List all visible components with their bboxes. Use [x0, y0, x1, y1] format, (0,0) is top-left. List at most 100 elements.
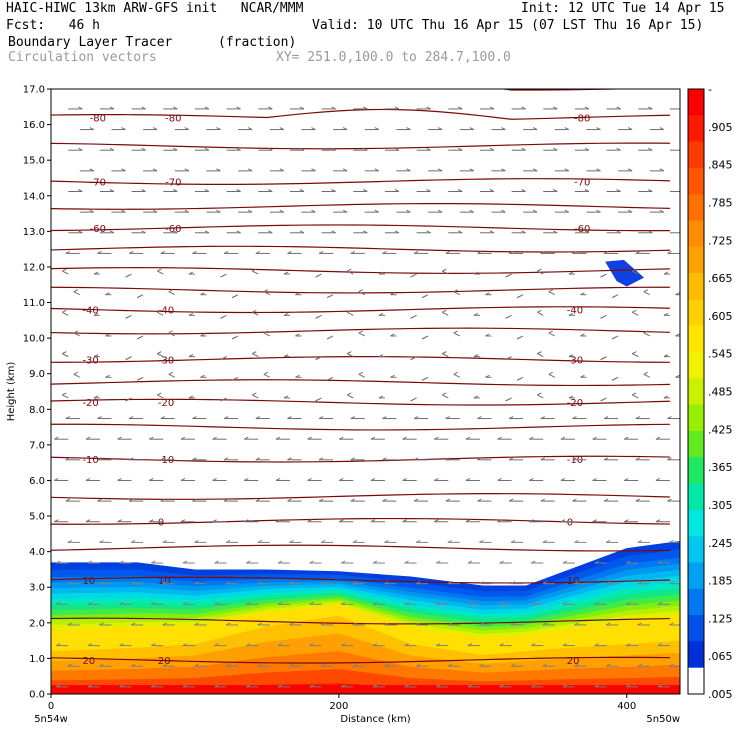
vector-arrowhead [347, 351, 352, 355]
vector-arrowhead [128, 250, 134, 254]
vector-arrowhead [580, 333, 585, 337]
vector-arrowhead [160, 250, 166, 254]
colorbar-swatch-6 [688, 246, 704, 274]
vector-arrowhead [56, 560, 61, 564]
vector-arrowhead [105, 292, 110, 296]
vector-arrowhead [497, 478, 502, 481]
vector-arrowhead [130, 622, 136, 626]
y-tick-label: 10.0 [23, 334, 45, 345]
vector-arrowhead [600, 315, 605, 319]
vector-arrowhead [402, 519, 407, 523]
vector-arrowhead [157, 392, 162, 396]
vector-arrowhead [667, 498, 672, 502]
vector-arrowhead [247, 168, 253, 172]
vector-arrowhead [404, 643, 409, 647]
vector-arrowhead [87, 560, 93, 564]
vector-arrowhead [350, 498, 356, 502]
vector-arrowhead [447, 539, 453, 543]
vector-arrowhead [152, 127, 158, 131]
vector-arrowhead [479, 581, 484, 585]
vector-arrowhead [97, 498, 102, 502]
vector-arrowhead [489, 147, 495, 151]
vector-arrowhead [413, 416, 419, 419]
vector-arrowhead [540, 498, 545, 502]
vector-arrowhead [125, 357, 130, 361]
vector-arrowhead [315, 274, 320, 278]
circulation-vector-309 [358, 373, 366, 378]
vector-arrowhead [151, 601, 156, 605]
vector-arrowhead [533, 86, 537, 88]
vector-arrowhead [564, 209, 569, 213]
vector-arrowhead [263, 371, 269, 375]
vector-arrowhead [540, 250, 545, 254]
vector-arrowhead [299, 147, 305, 151]
vector-arrowhead [663, 271, 669, 275]
contour-label: -70 [90, 178, 106, 189]
x-tick-label: 400 [617, 701, 636, 712]
vector-arrowhead [516, 295, 522, 299]
circulation-vector-335 [537, 353, 544, 358]
vector-arrowhead [339, 519, 344, 523]
vector-arrowhead [341, 601, 346, 605]
vector-arrowhead [184, 209, 190, 213]
vector-arrowhead [93, 271, 99, 275]
vector-arrowhead [497, 519, 502, 523]
x-axis-label: Distance (km) [340, 714, 410, 725]
vector-arrowhead [501, 209, 506, 213]
vector-arrowhead [426, 189, 431, 192]
vector-arrowhead [342, 127, 348, 131]
vector-arrowhead [635, 457, 640, 461]
vector-arrowhead [675, 333, 680, 337]
circulation-vector-378 [632, 311, 639, 316]
plot-frame [50, 88, 681, 695]
vector-arrowhead [679, 106, 680, 108]
y-tick-label: 8.0 [29, 405, 45, 416]
vector-arrowhead [659, 168, 664, 172]
vector-arrowhead [283, 271, 289, 275]
vector-arrowhead [406, 209, 411, 213]
vector-arrowhead [477, 250, 482, 254]
vector-arrowhead [73, 330, 79, 334]
circulation-vector-332 [442, 353, 449, 358]
colorbar-swatch-0 [688, 89, 704, 116]
vector-arrowhead [204, 189, 210, 192]
vector-arrowhead [436, 601, 441, 605]
vector-arrowhead [225, 539, 231, 543]
vector-arrowhead [479, 622, 484, 626]
vector-arrowhead [508, 498, 514, 502]
vector-arrowhead [157, 351, 162, 355]
temperature-contour-4 [51, 202, 670, 210]
vector-arrowhead [469, 168, 475, 172]
vector-arrowhead [374, 209, 380, 213]
vector-arrowhead [521, 147, 526, 151]
vector-arrowhead [467, 643, 473, 647]
vector-arrowhead [529, 478, 534, 481]
vector-arrowhead [352, 622, 358, 626]
vector-arrowhead [637, 539, 642, 543]
vector-arrowhead [188, 354, 194, 358]
vector-arrowhead [223, 250, 229, 254]
vector-arrowhead [280, 86, 284, 88]
vector-arrowhead [453, 289, 459, 293]
vector-arrowhead [637, 581, 642, 585]
vector-arrowhead [537, 309, 542, 313]
vector-arrowhead [572, 457, 577, 461]
vector-arrowhead [279, 168, 285, 172]
vector-arrowhead [62, 309, 67, 313]
colorbar-swatch-16 [688, 509, 704, 537]
vector-arrowhead [117, 519, 122, 523]
vector-arrowhead [477, 416, 482, 419]
vector-arrowhead [214, 560, 219, 564]
vector-arrowhead [67, 539, 73, 543]
vector-arrowhead [212, 519, 217, 523]
circulation-vector-363 [157, 311, 164, 316]
vector-arrowhead [185, 86, 189, 88]
vector-arrowhead [130, 539, 136, 543]
vector-arrowhead [499, 601, 504, 605]
vector-arrowhead [659, 209, 664, 213]
vector-arrowhead [510, 581, 516, 585]
vector-arrowhead [342, 168, 348, 172]
vector-arrowhead [485, 333, 490, 337]
circulation-vector-358 [643, 332, 650, 337]
vector-arrowhead [247, 127, 253, 131]
